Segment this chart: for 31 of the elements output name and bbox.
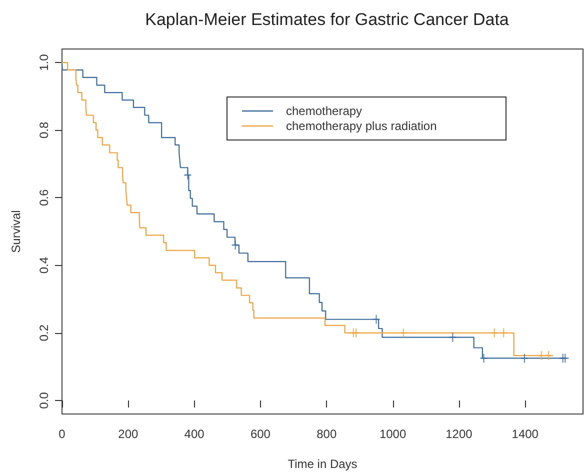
point — [561, 353, 570, 364]
x-axis-title: Time in Days — [288, 457, 358, 471]
x-tick-label: 600 — [250, 427, 271, 441]
y-tick-label: 0.6 — [37, 189, 51, 206]
y-axis-title: Survival — [9, 210, 23, 253]
x-tick-label: 1000 — [379, 427, 406, 441]
point — [500, 328, 508, 338]
point — [184, 170, 192, 180]
point — [399, 328, 408, 338]
x-tick-label: 400 — [184, 427, 205, 441]
point — [490, 328, 498, 338]
x-tick-label: 1200 — [446, 427, 473, 441]
point — [352, 328, 360, 338]
y-tick-label: 0.8 — [37, 121, 51, 138]
legend-label: chemotherapy plus radiation — [286, 119, 437, 133]
y-tick-label: 1.0 — [37, 54, 51, 71]
y-tick-label: 0.0 — [37, 392, 51, 409]
point — [372, 314, 380, 324]
legend-label: chemotherapy — [286, 104, 362, 118]
y-tick-label: 0.2 — [37, 324, 51, 342]
y-tick-label: 0.4 — [37, 256, 51, 274]
x-tick-label: 800 — [316, 427, 337, 441]
point — [537, 350, 546, 361]
chart-title: Kaplan-Meier Estimates for Gastric Cancer Data — [145, 10, 510, 29]
x-tick-label: 1400 — [512, 427, 539, 441]
point — [520, 353, 529, 364]
point — [231, 240, 240, 250]
x-tick-label: 0 — [58, 427, 66, 441]
x-tick-label: 200 — [118, 427, 138, 441]
point — [480, 353, 488, 364]
point — [448, 332, 457, 342]
